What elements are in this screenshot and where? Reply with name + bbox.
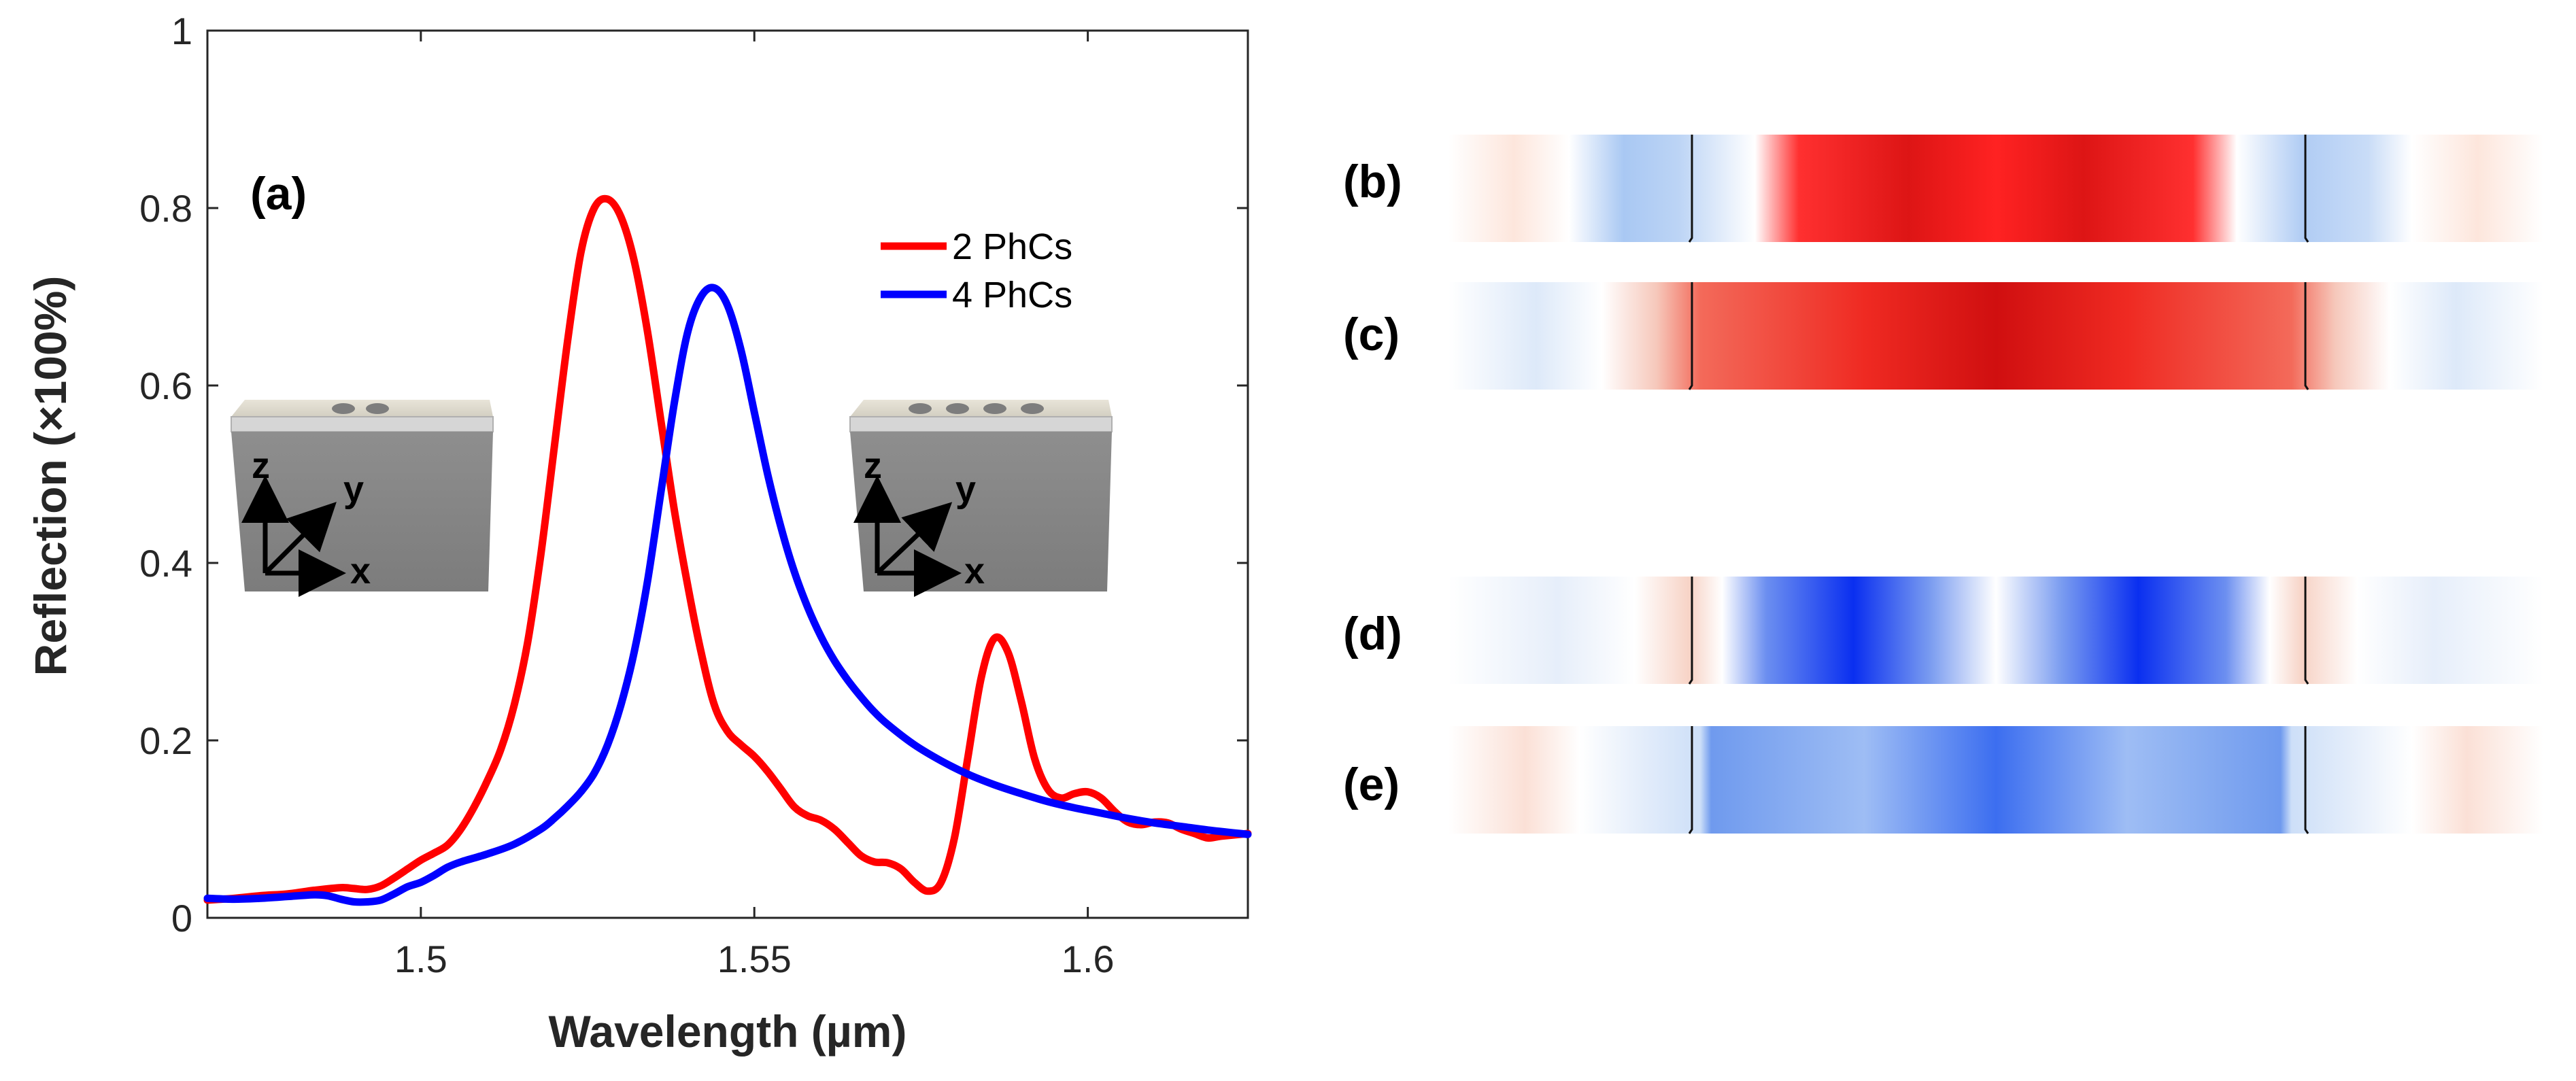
axis-label-z: z (252, 445, 270, 486)
series-line-4-phcs (203, 284, 1252, 906)
chart-panel-a: 1.5 1.55 1.6 0 0.2 0.4 0.6 0.8 1 (a) 2 PhCs 4 P… (25, 10, 1252, 1057)
inset-2-phc-device: z y x (231, 400, 494, 597)
boundary-line-right (2304, 726, 2309, 834)
field-map-strip (1448, 577, 2543, 684)
series-line-2-phcs (203, 194, 1252, 904)
x-tick-label: 1.6 (1062, 938, 1115, 980)
axis-label-x: x (350, 551, 371, 591)
hole-icon (909, 403, 932, 414)
hole-icon (946, 403, 969, 414)
hole-icon (332, 403, 355, 414)
panel-label-a: (a) (250, 168, 307, 220)
panel-label-b: (b) (1343, 156, 1402, 207)
device-top-face (850, 400, 1112, 417)
y-tick-label: 0 (171, 897, 192, 940)
boundary-line-left (1688, 282, 1693, 390)
axis-label-x: x (964, 551, 985, 591)
legend-label-4-phcs: 4 PhCs (952, 275, 1072, 315)
axis-label-y: y (955, 469, 976, 510)
panel-label-e: (e) (1343, 759, 1400, 810)
hole-icon (983, 403, 1006, 414)
field-map-strip (1448, 282, 2543, 390)
y-tick-label: 0.2 (139, 719, 192, 762)
x-tick-label: 1.55 (717, 938, 792, 980)
x-ticks: 1.5 1.55 1.6 (394, 31, 1115, 980)
legend-label-2-phcs: 2 PhCs (952, 226, 1072, 267)
y-tick-label: 1 (171, 10, 192, 52)
boundary-line-right (2304, 135, 2309, 243)
x-tick-label: 1.5 (394, 938, 447, 980)
boundary-line-right (2304, 577, 2309, 685)
axes-triad-icon (241, 475, 346, 597)
field-map-b: (b) (1343, 135, 2543, 243)
panel-label-c: (c) (1343, 309, 1400, 360)
x-axis-title: Wavelength (µm) (549, 1006, 907, 1057)
axes-triad-icon (853, 475, 962, 597)
field-map-d: (d) (1343, 577, 2543, 685)
boundary-line-left (1688, 726, 1693, 834)
legend: 2 PhCs 4 PhCs (881, 226, 1072, 315)
device-top-layer (849, 416, 1113, 432)
series-layer (203, 194, 1252, 906)
y-tick-label: 0.6 (139, 364, 192, 407)
y-tick-label: 0.4 (139, 542, 192, 585)
axis-label-y: y (343, 469, 364, 510)
field-map-strip (1448, 135, 2543, 242)
field-map-c: (c) (1343, 282, 2543, 390)
y-tick-label: 0.8 (139, 187, 192, 230)
panel-label-d: (d) (1343, 608, 1402, 659)
hole-icon (1021, 403, 1044, 414)
axis-label-z: z (864, 445, 882, 486)
y-ticks: 0 0.2 0.4 0.6 0.8 1 (139, 10, 1248, 940)
inset-4-phc-device: z y x (849, 400, 1113, 597)
field-map-e: (e) (1343, 726, 2543, 834)
boundary-line-left (1688, 577, 1693, 685)
device-top-layer (231, 416, 494, 432)
field-map-strip (1448, 726, 2543, 834)
y-axis-title: Reflection (×100%) (25, 276, 75, 676)
device-top-face (231, 400, 493, 417)
field-maps: (b) (c) (d) (e) (1343, 135, 2543, 834)
hole-icon (366, 403, 389, 414)
boundary-line-right (2304, 282, 2309, 390)
boundary-line-left (1688, 135, 1693, 243)
